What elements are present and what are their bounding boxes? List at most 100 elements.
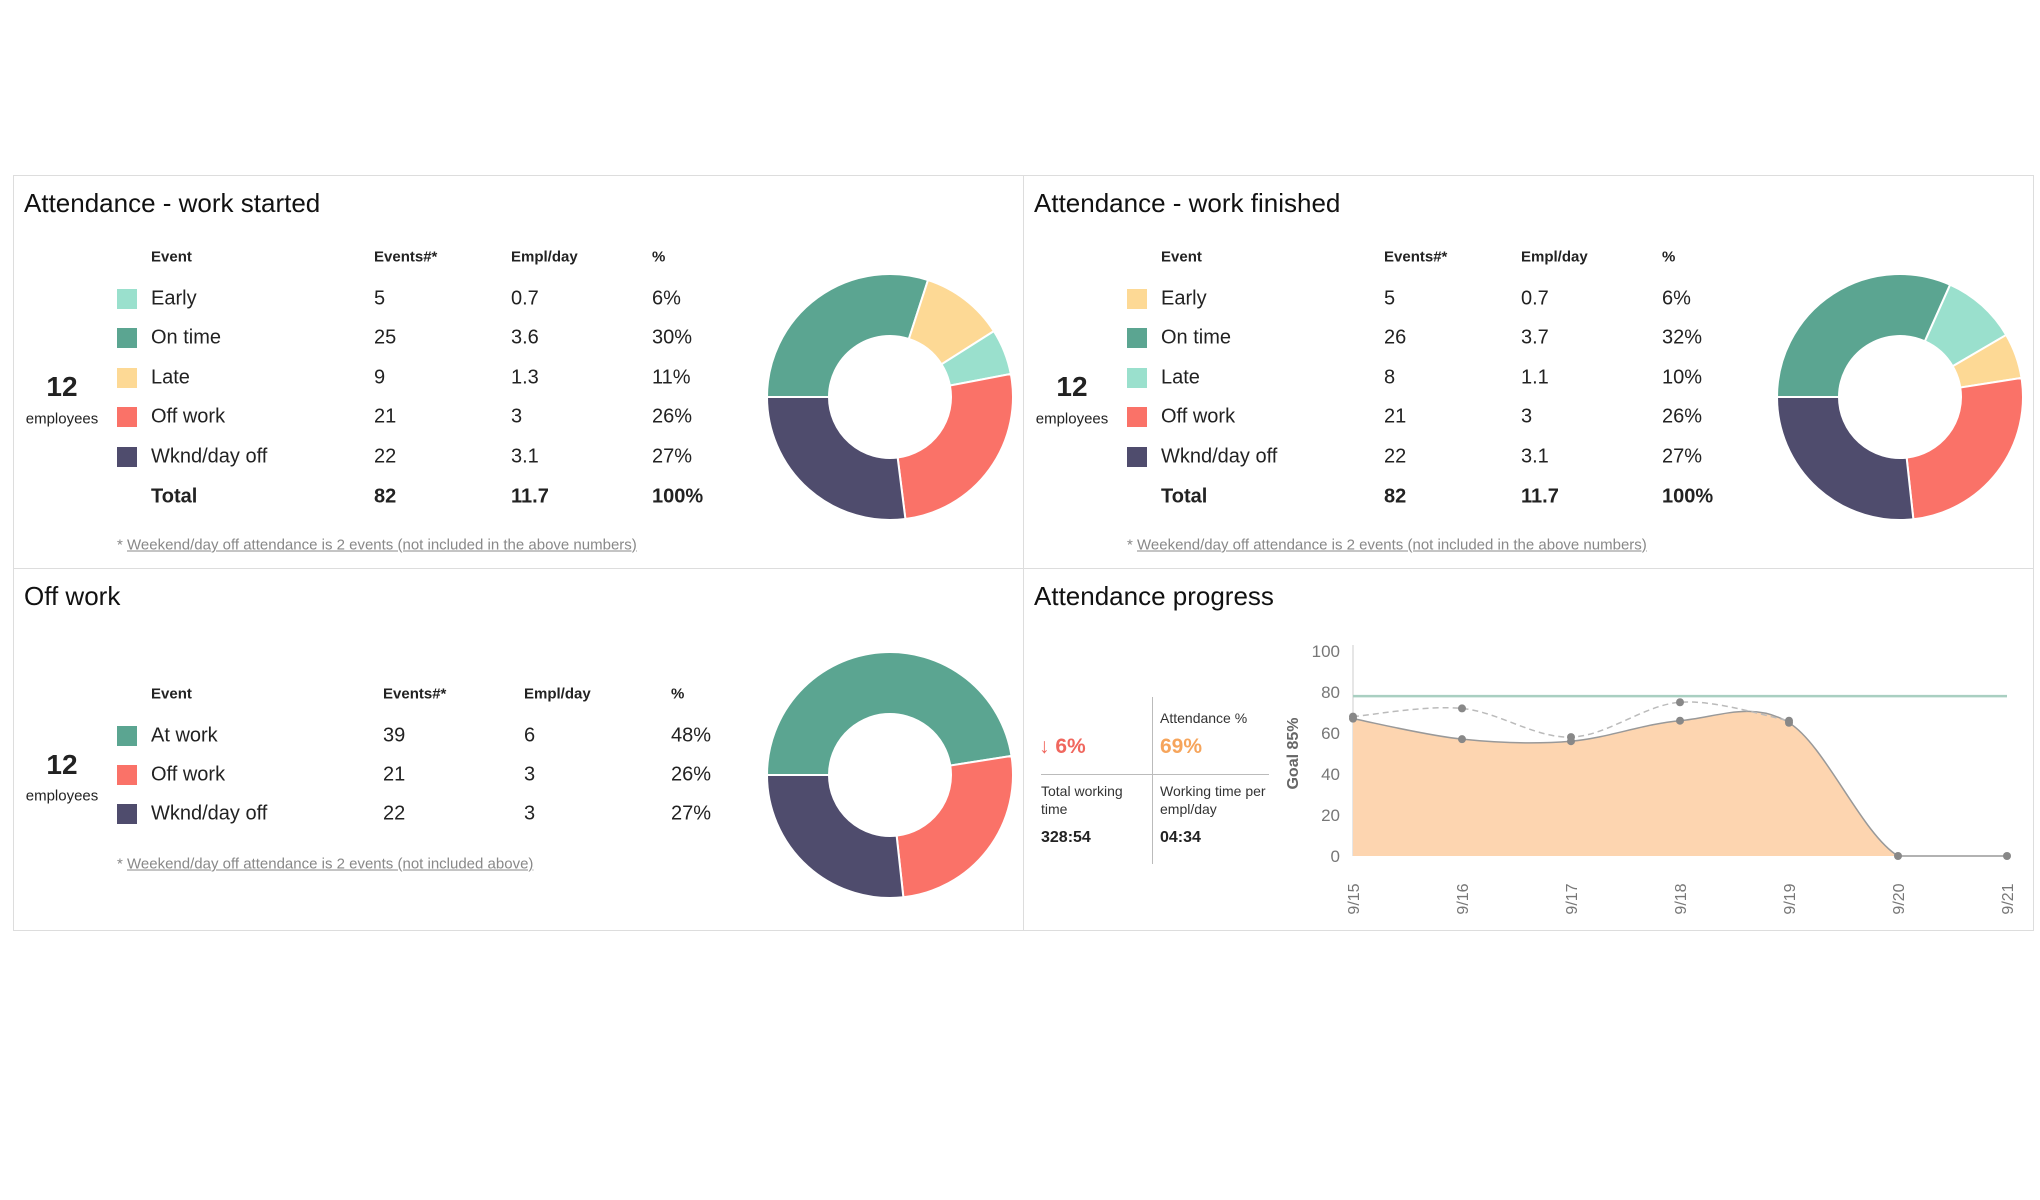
attendance-change: ↓ 6% [1039,735,1086,758]
cell-event: Early [1161,287,1207,310]
cell-event: Off work [151,405,226,428]
cell-pct: 48% [671,724,712,747]
footnote-link: Weekend/day off attendance is 2 events (… [1137,536,1647,554]
cell-event: Off work [1161,405,1236,428]
employee-count-label: employees [25,787,99,805]
cell-event: Wknd/day off [151,802,268,825]
column-header: Event [151,685,192,703]
panel-off-work: Off work 12 employees Event Events#* Empl/day… [13,568,1024,931]
column-header: Empl/day [524,685,591,703]
legend-swatch [1127,407,1147,427]
total-events: 82 [374,485,397,508]
cell-pct: 11% [652,366,691,389]
legend-swatch [1127,368,1147,388]
donut-slice-off-work [896,372,1014,521]
area-series-point [1567,737,1575,746]
per-empl-label: Working time per empl/day [1160,783,1266,817]
cell-event: On time [151,326,222,349]
y-tick-label: 60 [1321,724,1340,743]
total-pct: 100% [652,485,704,508]
total-working-time-value: 328:54 [1041,829,1091,846]
x-tick-label: 9/19 [1782,883,1799,914]
dashed-series-point [1676,698,1684,707]
attendance-label: Attendance % [1160,710,1248,726]
cell-event: At work [151,724,218,747]
column-header: % [652,248,666,266]
cell-events: 21 [383,763,406,786]
cell-event: Wknd/day off [151,445,268,468]
column-header: % [671,685,685,703]
cell-events: 9 [374,366,386,389]
total-events: 82 [1384,485,1407,508]
panel-title: Off work [24,581,121,611]
cell-events: 22 [383,802,406,825]
cell-empl: 3 [524,763,536,786]
legend-swatch [117,726,137,746]
donut-slice-off-work [895,754,1014,899]
panel-work-finished: Attendance - work finished 12 employees Eve… [1023,175,2034,569]
cell-event: On time [1161,326,1232,349]
area-series-point [1894,852,1902,860]
panel-title: Attendance - work started [24,188,321,218]
employee-count: 12 [46,749,78,780]
footnote-star: * [117,536,123,554]
x-tick-label: 9/21 [2000,883,2017,914]
area-series-point [1458,735,1466,744]
stats-horizontal-divider [1041,774,1269,775]
legend-swatch [1127,289,1147,309]
legend-swatch [117,804,137,824]
cell-empl: 0.7 [1521,287,1549,310]
legend-swatch [117,765,137,785]
donut-slice-wknd-day-off [1775,396,1915,521]
cell-empl: 0.7 [511,287,539,310]
footnote: * Weekend/day off attendance is 2 events… [117,856,533,873]
panel-work-started: Attendance - work started 12 employees Even… [13,175,1024,569]
cell-pct: 26% [652,405,693,428]
y-tick-label: 80 [1321,683,1340,702]
donut-chart [765,273,1014,521]
total-empl: 11.7 [1521,485,1559,508]
footnote: * Weekend/day off attendance is 2 events… [1127,537,1647,554]
employee-count: 12 [46,371,78,402]
cell-events: 5 [374,287,386,310]
donut-slice-off-work [1905,376,2024,521]
legend-swatch [117,289,137,309]
legend-swatch [1127,447,1147,467]
cell-event: Wknd/day off [1161,445,1278,468]
cell-empl: 3.6 [511,326,539,349]
column-header: Event [1161,248,1202,266]
employee-count-label: employees [1035,410,1109,428]
attendance-value: 69% [1160,735,1203,758]
column-header: Empl/day [511,248,578,266]
y-tick-label: 0 [1331,847,1340,866]
panel-title: Attendance - work finished [1034,188,1341,218]
cell-empl: 3 [1521,405,1533,428]
x-tick-label: 9/20 [1891,883,1908,914]
legend-swatch [117,368,137,388]
footnote-link: Weekend/day off attendance is 2 events (… [127,855,534,873]
area-series-point [2003,852,2011,860]
dashed-series-point [1458,704,1466,713]
column-header: Events#* [374,248,438,266]
cell-pct: 27% [671,802,712,825]
cell-empl: 3.1 [1521,445,1549,468]
x-tick-label: 9/15 [1346,883,1363,914]
employee-count-label: employees [25,410,99,428]
cell-events: 22 [1384,445,1407,468]
cell-pct: 32% [1662,326,1703,349]
donut-slice-wknd-day-off [765,774,905,899]
cell-pct: 27% [652,445,693,468]
cell-pct: 6% [652,287,681,310]
cell-events: 8 [1384,366,1396,389]
cell-event: Late [151,366,190,389]
cell-event: Off work [151,763,226,786]
legend-swatch [117,407,137,427]
column-header: % [1662,248,1676,266]
x-tick-label: 9/16 [1455,883,1472,914]
panel-attendance-progress: Attendance progress Attendance % ↓ 6% 69… [1023,568,2034,931]
cell-pct: 30% [652,326,693,349]
cell-empl: 3.7 [1521,326,1549,349]
area-series-point [1349,714,1357,723]
donut-slice-at-work [765,651,1013,776]
total-pct: 100% [1662,485,1714,508]
